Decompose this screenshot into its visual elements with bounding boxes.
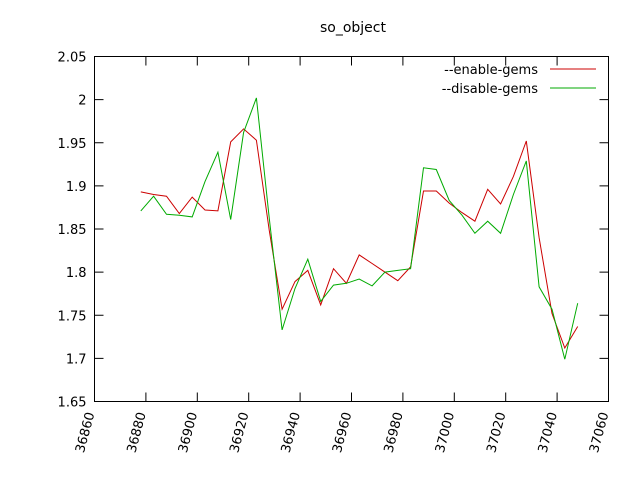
series-line-disable-gems [140, 97, 579, 360]
y-tick-label: 2.05 [58, 51, 87, 66]
x-tick-label: 36980 [382, 411, 407, 455]
y-tick-label: 1.65 [58, 396, 87, 411]
x-tick-label: 37060 [587, 411, 612, 455]
y-tick-label: 1.85 [58, 223, 87, 238]
plot-area-border [94, 56, 609, 402]
y-tick-label: 1.95 [58, 137, 87, 152]
legend-label: --disable-gems [442, 82, 538, 97]
x-tick-label: 36860 [73, 411, 98, 455]
x-tick-label: 37000 [433, 411, 458, 455]
x-tick-label: 36880 [125, 411, 150, 455]
x-tick-label: 36920 [227, 411, 252, 455]
y-tick-label: 1.7 [66, 352, 87, 367]
series-lines [140, 97, 579, 360]
x-tick-label: 36900 [176, 411, 201, 455]
legend-label: --enable-gems [444, 63, 538, 78]
legend: --enable-gems --disable-gems [442, 63, 596, 97]
series-line-enable-gems [140, 128, 579, 350]
y-tick-label: 1.75 [58, 309, 87, 324]
x-tick-label: 36960 [330, 411, 355, 455]
axis-ticks: 1.65 1.7 1.75 1.8 1.85 1.9 1.95 2 2.05 36860 36880… [58, 51, 613, 455]
chart-title: so_object [320, 20, 387, 36]
y-tick-label: 1.9 [66, 180, 87, 195]
y-tick-label: 1.8 [66, 266, 87, 281]
x-tick-label: 36940 [279, 411, 304, 455]
y-tick-label: 2 [78, 94, 86, 109]
x-tick-label: 37040 [536, 411, 561, 455]
x-tick-label: 37020 [484, 411, 509, 455]
